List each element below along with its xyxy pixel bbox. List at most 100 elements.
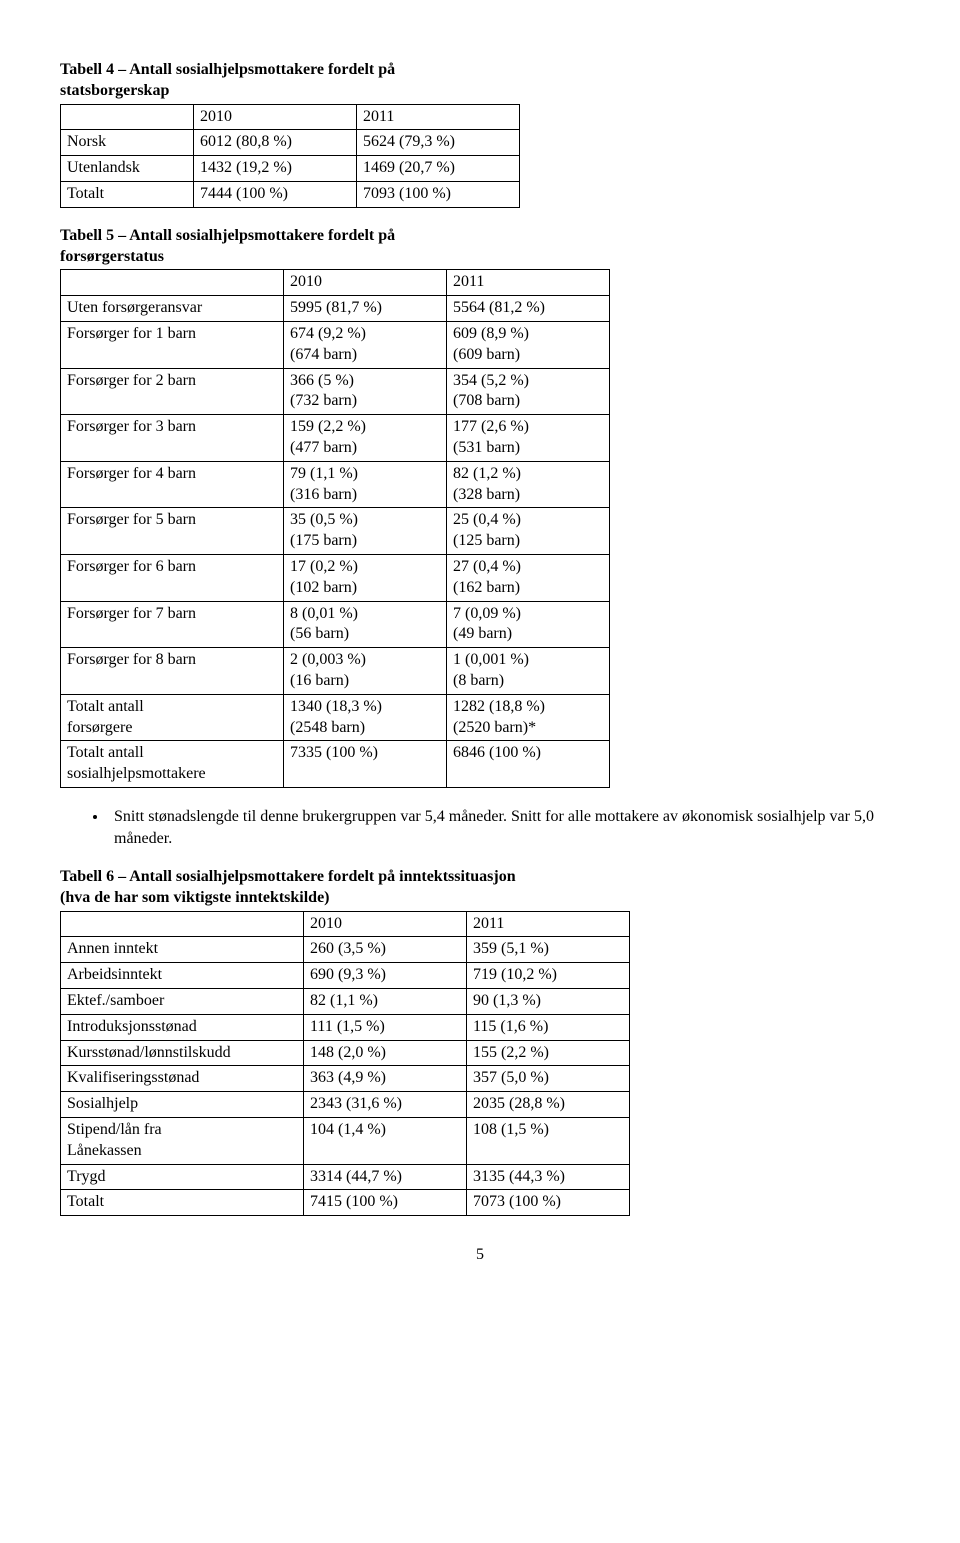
table-header-row: 20102011 bbox=[61, 270, 610, 296]
table-cell: 2011 bbox=[447, 270, 610, 296]
table-cell: Totalt antallforsørgere bbox=[61, 694, 284, 741]
table-row: Forsørger for 6 barn17 (0,2 %)(102 barn)… bbox=[61, 554, 610, 601]
table-cell: 1469 (20,7 %) bbox=[357, 156, 520, 182]
table-cell: 7415 (100 %) bbox=[304, 1190, 467, 1216]
table-row: Introduksjonsstønad111 (1,5 %)115 (1,6 %… bbox=[61, 1014, 630, 1040]
table-row: Stipend/lån fraLånekassen104 (1,4 %)108 … bbox=[61, 1118, 630, 1165]
table-row: Forsørger for 4 barn79 (1,1 %)(316 barn)… bbox=[61, 461, 610, 508]
table-row: Totalt7444 (100 %)7093 (100 %) bbox=[61, 181, 520, 207]
table-cell: Trygd bbox=[61, 1164, 304, 1190]
table-cell: 108 (1,5 %) bbox=[467, 1118, 630, 1165]
table-cell: 690 (9,3 %) bbox=[304, 963, 467, 989]
table-cell: 2035 (28,8 %) bbox=[467, 1092, 630, 1118]
table5: 20102011Uten forsørgeransvar5995 (81,7 %… bbox=[60, 269, 610, 788]
table-row: Forsørger for 3 barn159 (2,2 %)(477 barn… bbox=[61, 415, 610, 462]
table-cell: 111 (1,5 %) bbox=[304, 1014, 467, 1040]
table-cell: 25 (0,4 %)(125 barn) bbox=[447, 508, 610, 555]
table4-title-line2: statsborgerskap bbox=[60, 82, 169, 99]
table-cell: Sosialhjelp bbox=[61, 1092, 304, 1118]
table-cell: Kursstønad/lønnstilskudd bbox=[61, 1040, 304, 1066]
table-cell: 1 (0,001 %)(8 barn) bbox=[447, 648, 610, 695]
table-row: Forsørger for 8 barn2 (0,003 %)(16 barn)… bbox=[61, 648, 610, 695]
table-cell: Forsørger for 6 barn bbox=[61, 554, 284, 601]
table-cell: 82 (1,2 %)(328 barn) bbox=[447, 461, 610, 508]
table-row: Utenlandsk1432 (19,2 %)1469 (20,7 %) bbox=[61, 156, 520, 182]
table-cell: Totalt antallsosialhjelpsmottakere bbox=[61, 741, 284, 788]
page-number: 5 bbox=[60, 1246, 900, 1264]
table4-title: Tabell 4 – Antall sosialhjelpsmottakere … bbox=[60, 60, 900, 102]
table-cell: 5624 (79,3 %) bbox=[357, 130, 520, 156]
table-cell: 719 (10,2 %) bbox=[467, 963, 630, 989]
table-row: Forsørger for 7 barn8 (0,01 %)(56 barn)7… bbox=[61, 601, 610, 648]
table-cell: 5564 (81,2 %) bbox=[447, 296, 610, 322]
table6-title: Tabell 6 – Antall sosialhjelpsmottakere … bbox=[60, 867, 900, 909]
table-row: Totalt antallforsørgere1340 (18,3 %)(254… bbox=[61, 694, 610, 741]
table-cell: 17 (0,2 %)(102 barn) bbox=[284, 554, 447, 601]
table4: 20102011Norsk6012 (80,8 %)5624 (79,3 %)U… bbox=[60, 104, 520, 208]
table-cell: 148 (2,0 %) bbox=[304, 1040, 467, 1066]
table-row: Kursstønad/lønnstilskudd148 (2,0 %)155 (… bbox=[61, 1040, 630, 1066]
table-row: Arbeidsinntekt690 (9,3 %)719 (10,2 %) bbox=[61, 963, 630, 989]
table-cell: 6846 (100 %) bbox=[447, 741, 610, 788]
table-header-row: 20102011 bbox=[61, 104, 520, 130]
table-row: Forsørger for 5 barn35 (0,5 %)(175 barn)… bbox=[61, 508, 610, 555]
table-cell: Forsørger for 2 barn bbox=[61, 368, 284, 415]
table-cell bbox=[61, 270, 284, 296]
table-row: Uten forsørgeransvar5995 (81,7 %)5564 (8… bbox=[61, 296, 610, 322]
table-cell: 2011 bbox=[467, 911, 630, 937]
table-cell: Norsk bbox=[61, 130, 194, 156]
table6-title-line1: Tabell 6 – Antall sosialhjelpsmottakere … bbox=[60, 868, 516, 885]
table-cell: 7444 (100 %) bbox=[194, 181, 357, 207]
table-cell: Forsørger for 4 barn bbox=[61, 461, 284, 508]
table-row: Forsørger for 1 barn674 (9,2 %)(674 barn… bbox=[61, 321, 610, 368]
table-cell: 2343 (31,6 %) bbox=[304, 1092, 467, 1118]
table-cell bbox=[61, 911, 304, 937]
bullet-item: Snitt stønadslengde til denne brukergrup… bbox=[108, 806, 900, 849]
table-cell: Forsørger for 3 barn bbox=[61, 415, 284, 462]
table-cell: 674 (9,2 %)(674 barn) bbox=[284, 321, 447, 368]
table-cell: 8 (0,01 %)(56 barn) bbox=[284, 601, 447, 648]
table-cell: Forsørger for 1 barn bbox=[61, 321, 284, 368]
table-cell bbox=[61, 104, 194, 130]
table-cell: Introduksjonsstønad bbox=[61, 1014, 304, 1040]
table-cell: 354 (5,2 %)(708 barn) bbox=[447, 368, 610, 415]
table4-title-line1: Tabell 4 – Antall sosialhjelpsmottakere … bbox=[60, 61, 395, 78]
table-row: Norsk6012 (80,8 %)5624 (79,3 %) bbox=[61, 130, 520, 156]
table-cell: 7093 (100 %) bbox=[357, 181, 520, 207]
table-cell: Stipend/lån fraLånekassen bbox=[61, 1118, 304, 1165]
table-cell: 363 (4,9 %) bbox=[304, 1066, 467, 1092]
table-cell: 357 (5,0 %) bbox=[467, 1066, 630, 1092]
table-cell: 2010 bbox=[284, 270, 447, 296]
table5-title-line1: Tabell 5 – Antall sosialhjelpsmottakere … bbox=[60, 227, 395, 244]
table-row: Trygd3314 (44,7 %)3135 (44,3 %) bbox=[61, 1164, 630, 1190]
table-cell: Kvalifiseringsstønad bbox=[61, 1066, 304, 1092]
table-cell: 359 (5,1 %) bbox=[467, 937, 630, 963]
table-row: Annen inntekt260 (3,5 %)359 (5,1 %) bbox=[61, 937, 630, 963]
table5-title-line2: forsørgerstatus bbox=[60, 248, 164, 265]
table-cell: 7335 (100 %) bbox=[284, 741, 447, 788]
table-cell: 260 (3,5 %) bbox=[304, 937, 467, 963]
table-cell: 155 (2,2 %) bbox=[467, 1040, 630, 1066]
table-cell: 1340 (18,3 %)(2548 barn) bbox=[284, 694, 447, 741]
table-row: Ektef./samboer82 (1,1 %)90 (1,3 %) bbox=[61, 989, 630, 1015]
table-cell: Forsørger for 7 barn bbox=[61, 601, 284, 648]
table-cell: 3314 (44,7 %) bbox=[304, 1164, 467, 1190]
table-cell: 2 (0,003 %)(16 barn) bbox=[284, 648, 447, 695]
table-row: Totalt7415 (100 %)7073 (100 %) bbox=[61, 1190, 630, 1216]
table-cell: Uten forsørgeransvar bbox=[61, 296, 284, 322]
table-cell: 1282 (18,8 %)(2520 barn)* bbox=[447, 694, 610, 741]
table-cell: 2010 bbox=[304, 911, 467, 937]
table-cell: 177 (2,6 %)(531 barn) bbox=[447, 415, 610, 462]
table-cell: Arbeidsinntekt bbox=[61, 963, 304, 989]
table-cell: 5995 (81,7 %) bbox=[284, 296, 447, 322]
table-row: Forsørger for 2 barn366 (5 %)(732 barn)3… bbox=[61, 368, 610, 415]
table-row: Kvalifiseringsstønad363 (4,9 %)357 (5,0 … bbox=[61, 1066, 630, 1092]
table-cell: Forsørger for 8 barn bbox=[61, 648, 284, 695]
table-cell: 366 (5 %)(732 barn) bbox=[284, 368, 447, 415]
table-cell: 3135 (44,3 %) bbox=[467, 1164, 630, 1190]
table-cell: Totalt bbox=[61, 1190, 304, 1216]
table-cell: 159 (2,2 %)(477 barn) bbox=[284, 415, 447, 462]
table6: 20102011Annen inntekt260 (3,5 %)359 (5,1… bbox=[60, 911, 630, 1217]
table5-title: Tabell 5 – Antall sosialhjelpsmottakere … bbox=[60, 226, 900, 268]
table-row: Sosialhjelp2343 (31,6 %)2035 (28,8 %) bbox=[61, 1092, 630, 1118]
